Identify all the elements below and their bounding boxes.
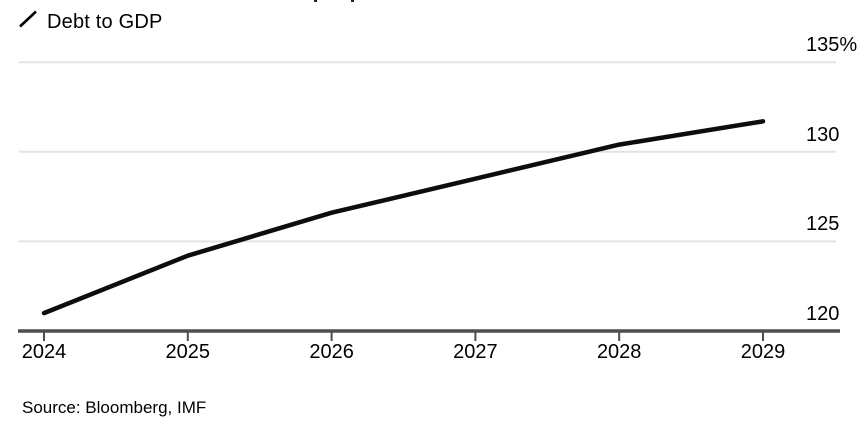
legend-series-label: Debt to GDP [47, 10, 163, 33]
y-axis-label-135: 135% [806, 34, 858, 57]
y-axis-label-120: 120 [806, 303, 840, 325]
x-axis-label-2028: 2028 [596, 341, 642, 363]
cropped-title-remnant [314, 0, 317, 2]
legend-diagonal-line-icon [18, 9, 38, 34]
y-axis-label-130: 130 [806, 123, 840, 146]
y-axis-label-125: 125 [806, 213, 840, 236]
legend: Debt to GDP [18, 9, 163, 34]
x-axis-label-2026: 2026 [309, 341, 354, 363]
x-axis-label-2024: 2024 [21, 341, 67, 363]
cropped-title-remnant [351, 0, 354, 2]
x-axis-label-2027: 2027 [453, 341, 498, 363]
debt-to-gdp-series-line [41, 119, 766, 316]
x-axis-label-2025: 2025 [165, 341, 211, 363]
x-axis-label-2029: 2029 [740, 341, 786, 363]
source-note: Source: Bloomberg, IMF [22, 398, 207, 417]
